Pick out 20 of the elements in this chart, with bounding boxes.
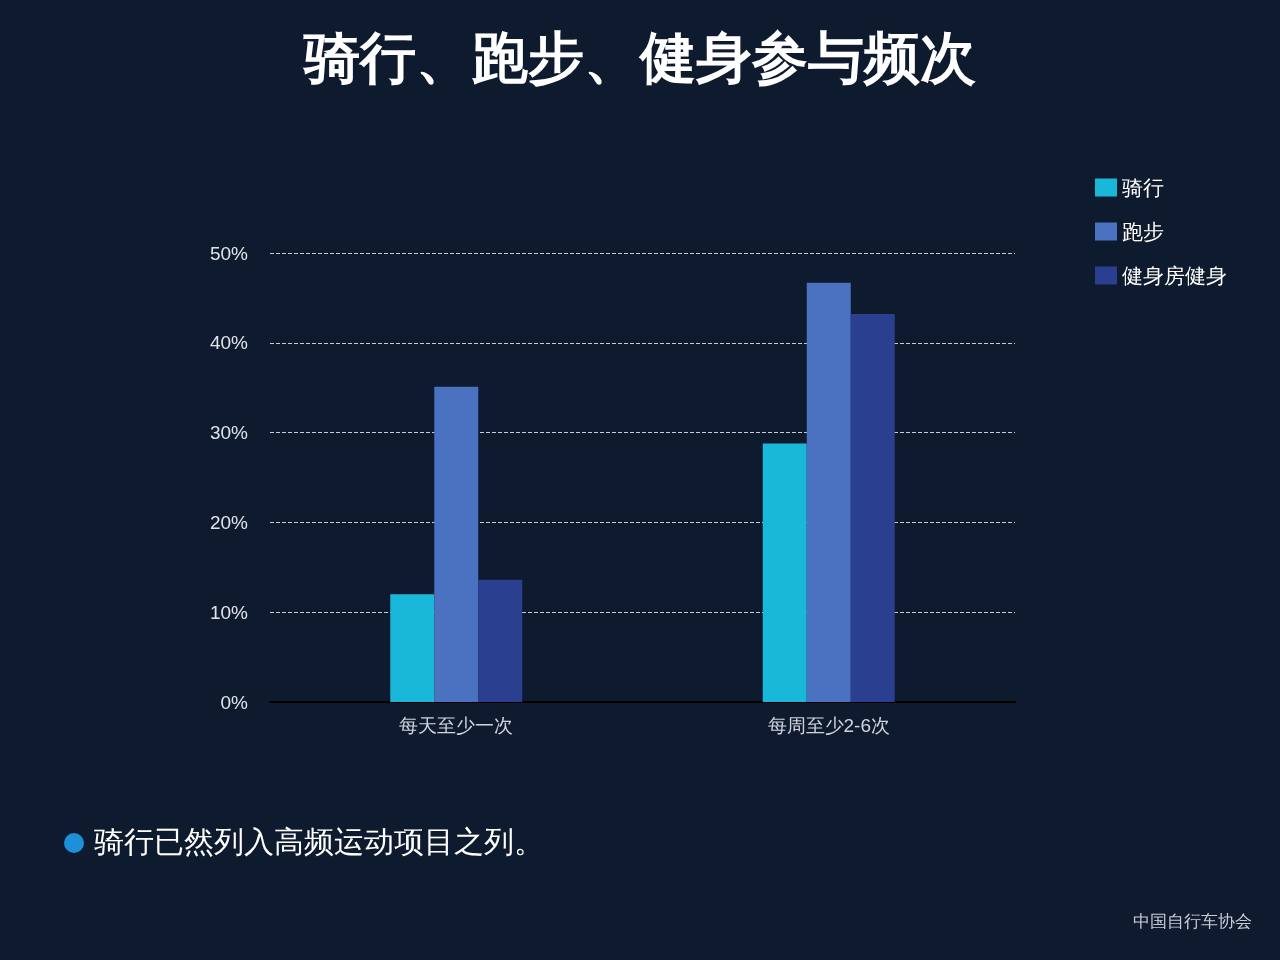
y-tick-label: 0% xyxy=(220,691,249,713)
text: 骑行已然列入高频运动项目之列。 xyxy=(94,823,544,861)
bar xyxy=(390,594,435,702)
y-tick-label: 50% xyxy=(209,242,249,264)
bar xyxy=(806,282,851,702)
bar xyxy=(850,314,895,702)
y-tick-label: 40% xyxy=(209,332,249,354)
bar xyxy=(478,579,523,702)
x-tick-label: 每周至少2-6次 xyxy=(767,715,890,736)
y-tick-label: 20% xyxy=(209,511,249,533)
legend-label: 骑行 xyxy=(1122,176,1164,199)
y-tick-label: 10% xyxy=(209,601,249,623)
y-tick-label: 30% xyxy=(209,422,249,444)
legend-label: 跑步 xyxy=(1122,220,1164,243)
bar xyxy=(434,386,479,702)
bar xyxy=(762,443,807,702)
x-tick-label: 每天至少一次 xyxy=(399,715,514,736)
text: 中国自行车协会 xyxy=(1133,910,1252,933)
chart-title: 骑行、跑步、健身参与频次 xyxy=(302,25,976,89)
legend-label: 健身房健身 xyxy=(1122,264,1227,287)
